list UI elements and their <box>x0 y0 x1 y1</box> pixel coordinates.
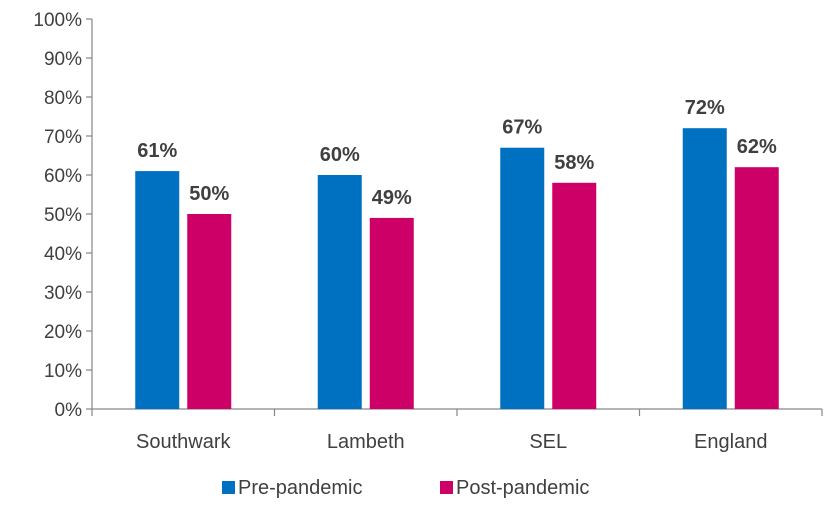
data-label: 49% <box>372 187 412 209</box>
data-label: 72% <box>685 97 725 119</box>
legend-label: Post-pandemic <box>456 477 589 499</box>
y-tick-label: 70% <box>44 127 82 148</box>
y-tick-label: 0% <box>55 400 83 421</box>
bar-1-1 <box>369 217 414 409</box>
bar-0-1 <box>317 175 362 409</box>
data-label: 67% <box>502 117 542 139</box>
y-tick-label: 10% <box>44 361 82 382</box>
y-tick-label: 100% <box>33 10 82 31</box>
data-label: 50% <box>189 183 229 205</box>
bars <box>135 128 779 409</box>
bar-0-0 <box>135 171 180 409</box>
y-tick-label: 20% <box>44 322 82 343</box>
x-axis: Southwark Lambeth SEL England <box>91 408 823 453</box>
bar-1-3 <box>734 167 779 409</box>
x-category-label: Southwark <box>136 431 231 453</box>
data-labels: 61% 50% 60% 49% 67% 58% 72% 62% <box>137 97 777 209</box>
data-label: 61% <box>137 140 177 162</box>
y-tick-label: 60% <box>44 166 82 187</box>
data-label: 62% <box>737 136 777 158</box>
bar-1-0 <box>187 214 232 409</box>
y-tick-label: 80% <box>44 88 82 109</box>
x-category-label: England <box>694 431 767 453</box>
y-axis: 0% 10% 20% 30% 40% 50% 60% 70% 80% 90% 100% <box>33 10 93 421</box>
legend-swatch <box>222 481 235 494</box>
data-label: 60% <box>320 144 360 166</box>
bar-1-2 <box>552 182 597 409</box>
legend-label: Pre-pandemic <box>238 477 363 499</box>
y-tick-label: 30% <box>44 283 82 304</box>
legend: Pre-pandemic Post-pandemic <box>222 477 589 499</box>
x-category-label: SEL <box>529 431 567 453</box>
y-tick-label: 40% <box>44 244 82 265</box>
legend-swatch <box>440 481 453 494</box>
x-category-label: Lambeth <box>327 431 405 453</box>
bar-0-3 <box>682 128 727 409</box>
data-label: 58% <box>554 152 594 174</box>
bar-0-2 <box>500 147 545 409</box>
y-tick-label: 50% <box>44 205 82 226</box>
y-tick-label: 90% <box>44 49 82 70</box>
